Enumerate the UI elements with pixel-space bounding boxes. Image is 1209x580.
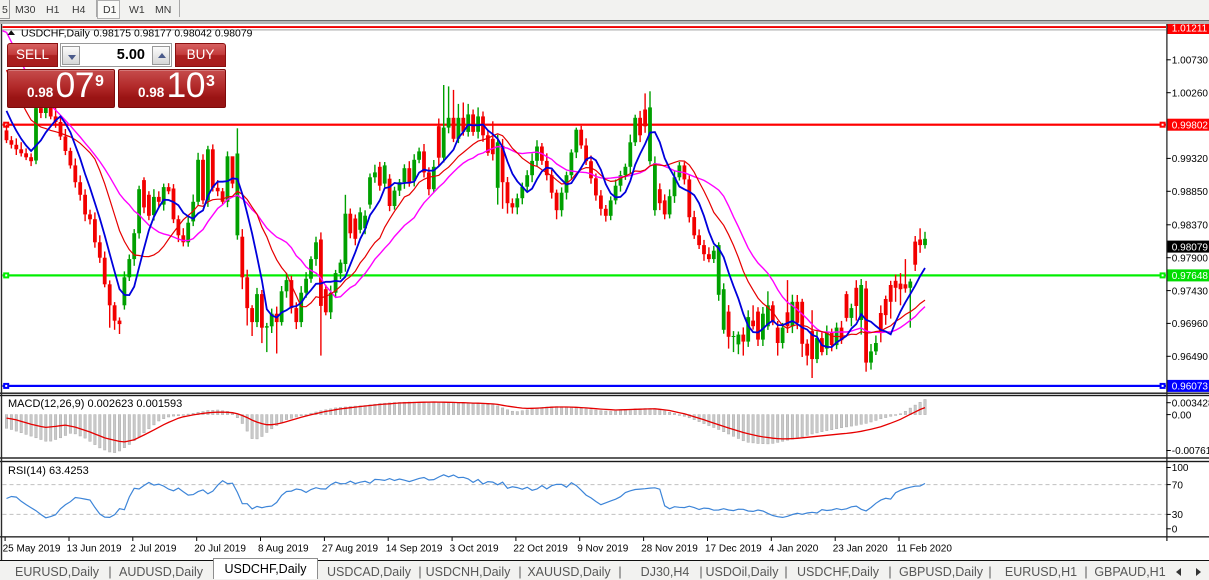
- svg-text:0.96490: 0.96490: [1172, 352, 1209, 363]
- svg-text:22 Oct 2019: 22 Oct 2019: [513, 544, 568, 555]
- svg-text:23 Jan 2020: 23 Jan 2020: [833, 544, 888, 555]
- svg-text:0.98175 0.98177 0.98042 0.9807: 0.98175 0.98177 0.98042 0.98079: [94, 28, 253, 39]
- svg-text:14 Sep 2019: 14 Sep 2019: [386, 544, 443, 555]
- svg-text:3 Oct 2019: 3 Oct 2019: [450, 544, 499, 555]
- svg-text:1.00260: 1.00260: [1172, 88, 1209, 99]
- svg-text:0.99802: 0.99802: [1172, 120, 1209, 131]
- svg-text:28 Nov 2019: 28 Nov 2019: [641, 544, 698, 555]
- svg-text:13 Jun 2019: 13 Jun 2019: [67, 544, 122, 555]
- svg-text:0.98850: 0.98850: [1172, 187, 1209, 198]
- svg-text:9 Nov 2019: 9 Nov 2019: [577, 544, 629, 555]
- svg-text:27 Aug 2019: 27 Aug 2019: [322, 544, 379, 555]
- svg-text:1.00730: 1.00730: [1172, 56, 1209, 67]
- svg-text:0.96960: 0.96960: [1172, 319, 1209, 330]
- svg-text:0.00: 0.00: [1172, 410, 1192, 421]
- svg-text:0.003428: 0.003428: [1172, 398, 1209, 409]
- svg-text:0.98079: 0.98079: [1172, 242, 1209, 253]
- svg-text:8 Aug 2019: 8 Aug 2019: [258, 544, 309, 555]
- svg-text:25 May 2019: 25 May 2019: [3, 544, 61, 555]
- svg-text:0.97430: 0.97430: [1172, 286, 1209, 297]
- svg-text:USDCHF,Daily: USDCHF,Daily: [21, 28, 91, 40]
- svg-text:20 Jul 2019: 20 Jul 2019: [194, 544, 246, 555]
- svg-text:1.01211: 1.01211: [1172, 24, 1208, 35]
- svg-text:4 Jan 2020: 4 Jan 2020: [769, 544, 819, 555]
- svg-text:0: 0: [1172, 525, 1178, 536]
- svg-text:0.97900: 0.97900: [1172, 253, 1209, 264]
- svg-text:MACD(12,26,9) 0.002623 0.00159: MACD(12,26,9) 0.002623 0.001593: [8, 398, 182, 410]
- svg-text:0.99320: 0.99320: [1172, 154, 1209, 165]
- svg-text:0.96073: 0.96073: [1172, 382, 1209, 393]
- svg-text:RSI(14) 63.4253: RSI(14) 63.4253: [8, 465, 89, 477]
- svg-text:11 Feb 2020: 11 Feb 2020: [897, 544, 953, 555]
- svg-text:30: 30: [1172, 510, 1184, 521]
- svg-text:-0.007615: -0.007615: [1172, 446, 1209, 457]
- svg-text:0.97648: 0.97648: [1172, 271, 1209, 282]
- svg-text:0.98370: 0.98370: [1172, 221, 1209, 232]
- svg-text:17 Dec 2019: 17 Dec 2019: [705, 544, 762, 555]
- svg-text:70: 70: [1172, 480, 1184, 491]
- svg-text:100: 100: [1172, 463, 1189, 474]
- svg-text:2 Jul 2019: 2 Jul 2019: [130, 544, 177, 555]
